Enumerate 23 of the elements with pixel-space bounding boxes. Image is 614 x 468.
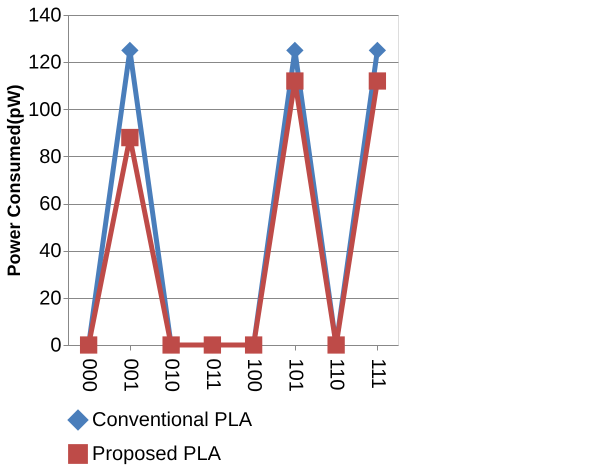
y-tick-label: 140 (28, 4, 62, 26)
point (286, 72, 304, 90)
x-tick-label: 111 (366, 358, 389, 389)
x-tick-label: 000 (78, 358, 100, 392)
x-tick-label: 110 (326, 358, 348, 390)
point (368, 72, 386, 90)
point (368, 42, 386, 60)
y-tick-label: 120 (28, 52, 62, 74)
x-tick-label: 101 (284, 358, 306, 392)
y-tick-label: 0 (50, 334, 62, 356)
legend-label: Conventional PLA (92, 409, 253, 431)
y-axis-title: Power Consumed(pW) (4, 84, 24, 276)
y-tick-label: 100 (28, 98, 62, 121)
y-tick-label: 40 (39, 240, 62, 262)
x-tick-label: 100 (243, 358, 266, 392)
point (121, 128, 139, 146)
x-tick-label: 011 (202, 358, 224, 390)
x-tick-label: 010 (160, 358, 183, 392)
x-tick-label: 001 (119, 358, 142, 392)
y-tick-label: 60 (39, 193, 62, 216)
y-tick-label: 20 (39, 287, 62, 310)
y-tick-label: 80 (39, 146, 62, 168)
legend-label: Proposed PLA (92, 443, 222, 465)
